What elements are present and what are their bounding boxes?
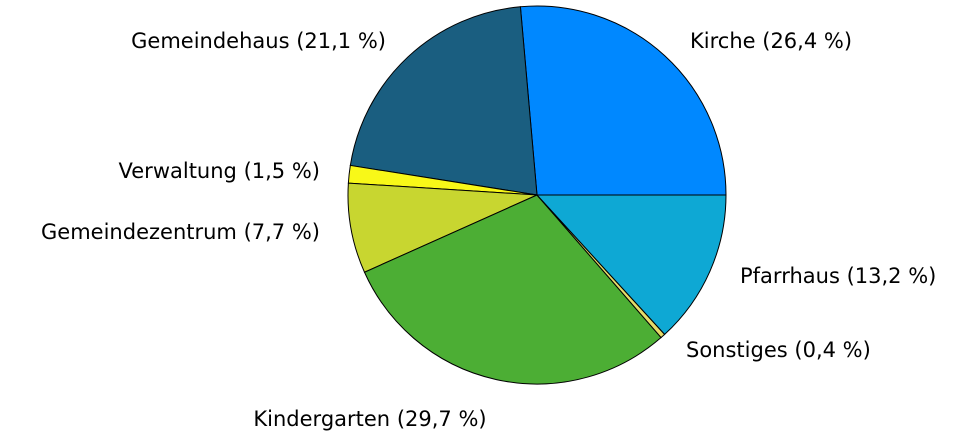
slice-label: Sonstiges (0,4 %) xyxy=(686,338,871,362)
slice-name: Kirche xyxy=(690,29,756,53)
slice-name: Gemeindezentrum xyxy=(41,220,237,244)
pie-slice xyxy=(363,194,662,385)
slice-label: Verwaltung (1,5 %) xyxy=(119,159,320,183)
slice-value: (13,2 %) xyxy=(847,264,937,288)
slice-label: Kirche (26,4 %) xyxy=(690,29,852,53)
pie-slice xyxy=(349,6,538,196)
slice-name: Pfarrhaus xyxy=(740,264,840,288)
pie-slice xyxy=(519,5,727,196)
slice-value: (0,4 %) xyxy=(794,338,870,362)
slice-value: (1,5 %) xyxy=(244,159,320,183)
slice-label: Kindergarten (29,7 %) xyxy=(253,407,486,431)
slice-label: Gemeindezentrum (7,7 %) xyxy=(41,220,320,244)
slice-value: (26,4 %) xyxy=(762,29,852,53)
slice-name: Gemeindehaus xyxy=(131,29,289,53)
slice-name: Verwaltung xyxy=(119,159,237,183)
slice-value: (29,7 %) xyxy=(397,407,487,431)
slice-value: (7,7 %) xyxy=(244,220,320,244)
pie-slice xyxy=(535,194,727,336)
slice-value: (21,1 %) xyxy=(296,29,386,53)
slice-name: Kindergarten xyxy=(253,407,390,431)
slice-label: Gemeindehaus (21,1 %) xyxy=(131,29,386,53)
slice-label: Pfarrhaus (13,2 %) xyxy=(740,264,936,288)
slice-name: Sonstiges xyxy=(686,338,788,362)
